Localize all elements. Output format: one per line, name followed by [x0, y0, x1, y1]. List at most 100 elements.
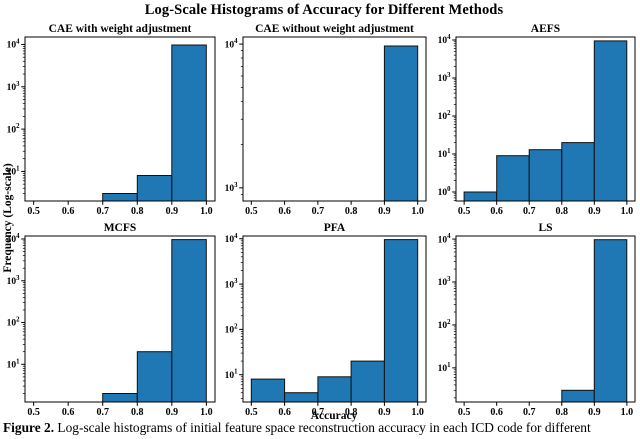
- histogram-bar: [102, 393, 138, 403]
- y-tick-label: 102: [225, 323, 239, 335]
- histogram-bar: [528, 149, 563, 202]
- x-tick-label: 0.9: [378, 407, 391, 418]
- x-tick-label: 0.8: [345, 206, 358, 217]
- histogram-bar: [250, 378, 286, 403]
- histogram-bar: [383, 239, 419, 403]
- subplot-title: LS: [538, 222, 552, 234]
- x-tick-label: 0.5: [245, 407, 258, 418]
- y-tick-label: 101: [7, 165, 21, 177]
- y-tick-label: 104: [225, 233, 239, 245]
- subplot-svg: 100 101 102 103 104 0.5 0.6 0.7 0.8 0.9 1.0 AEFS: [438, 23, 636, 217]
- axes-frame: [455, 235, 636, 403]
- histogram-bar: [102, 193, 138, 202]
- subplot-title: CAE with weight adjustment: [49, 23, 192, 35]
- x-tick-label: 0.7: [96, 206, 109, 217]
- histogram-bar: [171, 239, 207, 403]
- x-tick-label: 0.5: [27, 407, 40, 418]
- histogram-bar: [350, 360, 385, 403]
- histogram-bar: [171, 44, 207, 202]
- y-tick-label: 101: [438, 148, 452, 160]
- histogram-bar: [463, 191, 498, 202]
- histogram-bar: [593, 239, 628, 403]
- y-tick-label: 104: [225, 38, 239, 50]
- y-tick-label: 104: [438, 233, 452, 245]
- x-tick-label: 0.9: [588, 407, 601, 418]
- histogram-bar: [593, 40, 628, 202]
- x-tick-label: 0.7: [96, 407, 109, 418]
- y-tick-label: 104: [7, 233, 21, 245]
- x-tick-label: 0.6: [62, 407, 75, 418]
- caption-label: Figure 2.: [3, 420, 55, 435]
- y-tick-label: 103: [7, 275, 21, 287]
- y-tick-label: 104: [438, 34, 452, 46]
- subplot-svg: 101 102 103 104 0.5 0.6 0.7 0.8 0.9 1.0 LS: [438, 222, 636, 418]
- y-tick-label: 102: [438, 110, 452, 122]
- x-tick-label: 0.8: [131, 407, 144, 418]
- x-tick-label: 0.8: [345, 407, 358, 418]
- y-tick-label: 103: [438, 72, 452, 84]
- axes-frame: [242, 235, 427, 403]
- histogram-bar: [317, 376, 352, 403]
- x-tick-label: 0.7: [523, 206, 536, 217]
- x-tick-label: 0.7: [523, 407, 536, 418]
- x-tick-label: 0.6: [278, 206, 291, 217]
- x-tick-label: 0.9: [166, 407, 179, 418]
- y-tick-label: 102: [438, 319, 452, 331]
- subplot-title: AEFS: [531, 23, 560, 35]
- x-axis-label: Accuracy: [310, 410, 358, 422]
- subplot-title: PFA: [324, 222, 346, 234]
- axes-frame: [24, 36, 216, 202]
- axes-frame: [24, 235, 216, 403]
- y-tick-label: 103: [438, 276, 452, 288]
- x-tick-label: 0.5: [458, 206, 471, 217]
- x-tick-label: 0.6: [490, 206, 503, 217]
- x-tick-label: 0.8: [556, 206, 569, 217]
- x-tick-label: 0.9: [588, 206, 601, 217]
- subplot-5: 101 102 103 104 0.5 0.6 0.7 0.8 0.9 1.0 PFA: [213, 219, 432, 423]
- subplot-2: 103 104 0.5 0.6 0.7 0.8 0.9 1.0 CAE without weig…: [213, 20, 432, 222]
- subplot-svg: 101 102 103 104 0.5 0.6 0.7 0.8 0.9 1.0 MCFS: [7, 222, 216, 418]
- x-tick-label: 0.8: [131, 206, 144, 217]
- x-tick-label: 0.6: [278, 407, 291, 418]
- subplot-6: 101 102 103 104 0.5 0.6 0.7 0.8 0.9 1.0 LS: [426, 219, 640, 423]
- x-tick-label: 0.5: [458, 407, 471, 418]
- x-tick-label: 0.9: [166, 206, 179, 217]
- y-tick-label: 104: [7, 39, 21, 51]
- y-tick-label: 101: [438, 362, 452, 374]
- axes-frame: [242, 36, 427, 202]
- x-tick-label: 0.9: [378, 206, 391, 217]
- axes-frame: [455, 36, 636, 202]
- x-tick-label: 1.0: [621, 407, 634, 418]
- x-tick-label: 0.7: [312, 407, 325, 418]
- x-tick-label: 0.6: [62, 206, 75, 217]
- histogram-bar: [136, 351, 173, 403]
- figure-title: Log-Scale Histograms of Accuracy for Dif…: [144, 2, 504, 18]
- histogram-bar: [496, 155, 530, 202]
- x-tick-label: 1.0: [200, 407, 213, 418]
- histogram-bar: [284, 392, 319, 403]
- x-tick-label: 0.5: [27, 206, 40, 217]
- subplot-3: 100 101 102 103 104 0.5 0.6 0.7 0.8 0.9 1.0 AEFS: [426, 20, 640, 222]
- x-tick-label: 1.0: [621, 206, 634, 217]
- x-tick-label: 1.0: [411, 206, 424, 217]
- subplot-1: 101 102 103 104 0.5 0.6 0.7 0.8 0.9 1.0 CAE with w…: [0, 20, 221, 222]
- histogram-bar: [561, 389, 595, 403]
- x-tick-label: 0.7: [312, 206, 325, 217]
- x-tick-label: 1.0: [200, 206, 213, 217]
- histogram-bar: [383, 45, 419, 202]
- subplot-4: 101 102 103 104 0.5 0.6 0.7 0.8 0.9 1.0 MCFS: [0, 219, 221, 423]
- y-tick-label: 102: [7, 123, 21, 135]
- subplot-title: MCFS: [104, 222, 137, 234]
- subplot-title: CAE without weight adjustment: [255, 23, 414, 35]
- caption-text: Log-scale histograms of initial feature …: [54, 420, 591, 435]
- subplot-svg: 101 102 103 104 0.5 0.6 0.7 0.8 0.9 1.0 CAE with w…: [7, 23, 216, 217]
- subplot-svg: 101 102 103 104 0.5 0.6 0.7 0.8 0.9 1.0 PFA: [225, 222, 427, 418]
- histogram-bar: [136, 175, 173, 202]
- y-tick-label: 101: [7, 358, 21, 370]
- histogram-bar: [561, 142, 595, 202]
- x-tick-label: 0.5: [245, 206, 258, 217]
- y-tick-label: 102: [7, 317, 21, 329]
- y-tick-label: 103: [225, 278, 239, 290]
- y-tick-label: 101: [225, 369, 239, 381]
